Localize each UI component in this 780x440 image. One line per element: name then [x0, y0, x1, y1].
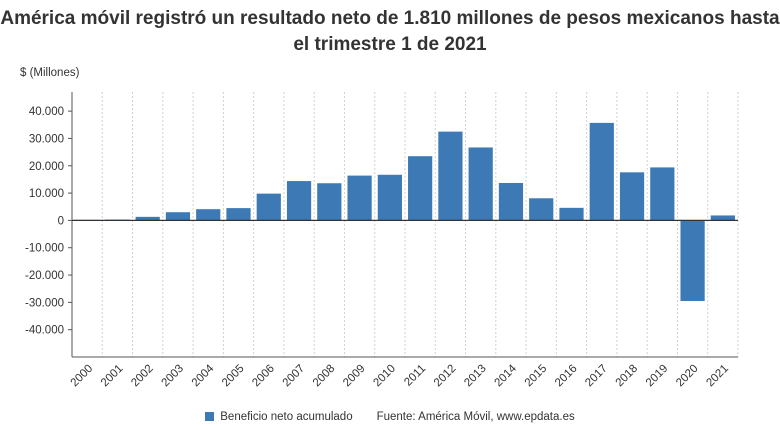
- y-axis-label: $ (Millones): [20, 67, 80, 79]
- y-tick-label: 10.000: [29, 188, 64, 200]
- y-tick-label: 0: [58, 215, 64, 227]
- bar: [347, 175, 372, 221]
- x-tick-label: 2006: [250, 363, 277, 390]
- x-tick-label: 2021: [704, 363, 731, 390]
- y-tick-label: 30.000: [29, 133, 64, 145]
- legend: Beneficio neto acumulado Fuente: América …: [0, 411, 780, 423]
- x-tick-label: 2009: [341, 363, 368, 390]
- x-tick-label: 2008: [311, 363, 338, 390]
- x-tick-label: 2014: [492, 362, 519, 389]
- bar: [529, 198, 554, 221]
- y-tick-label: 40.000: [29, 106, 64, 118]
- bar: [135, 216, 160, 221]
- x-tick-label: 2016: [553, 363, 580, 390]
- bar: [377, 174, 402, 221]
- bar: [196, 209, 221, 221]
- bar: [468, 147, 493, 221]
- x-tick-label: 2004: [190, 362, 217, 389]
- y-tick-label: -30.000: [25, 297, 64, 309]
- bar: [559, 207, 584, 221]
- bar: [226, 208, 251, 221]
- bar: [680, 220, 705, 301]
- bar: [650, 167, 675, 221]
- x-tick-label: 2005: [220, 363, 247, 390]
- bar: [165, 212, 191, 221]
- x-tick-label: 2003: [159, 363, 186, 390]
- x-tick-label: 2001: [99, 363, 126, 390]
- source-text: Fuente: América Móvil, www.epdata.es: [376, 411, 575, 423]
- bar: [317, 183, 342, 221]
- y-tick-label: 20.000: [29, 161, 64, 173]
- x-tick-label: 2010: [371, 363, 398, 390]
- x-tick-label: 2018: [614, 363, 641, 390]
- bar: [408, 156, 433, 221]
- x-tick-label: 2002: [129, 363, 156, 390]
- y-tick-label: -10.000: [25, 243, 64, 255]
- x-tick-label: 2007: [281, 363, 308, 390]
- x-tick-label: 2013: [462, 363, 489, 390]
- x-tick-label: 2012: [432, 363, 459, 390]
- bar: [498, 182, 524, 221]
- bar: [286, 181, 312, 221]
- x-tick-label: 2000: [69, 363, 96, 390]
- legend-swatch: [205, 412, 215, 421]
- bar: [710, 215, 735, 221]
- bar: [438, 131, 463, 221]
- bar: [256, 193, 281, 221]
- bar: [589, 122, 614, 221]
- x-tick-label: 2017: [583, 363, 610, 390]
- chart-title: América móvil registró un resultado neto…: [0, 8, 780, 55]
- x-tick-label: 2015: [523, 363, 550, 390]
- bar: [619, 172, 645, 221]
- legend-label: Beneficio neto acumulado: [220, 411, 353, 423]
- x-tick-label: 2019: [644, 363, 671, 390]
- x-tick-label: 2011: [402, 363, 428, 389]
- y-tick-label: -20.000: [25, 270, 64, 282]
- y-tick-label: -40.000: [25, 325, 64, 337]
- x-tick-label: 2020: [674, 363, 701, 390]
